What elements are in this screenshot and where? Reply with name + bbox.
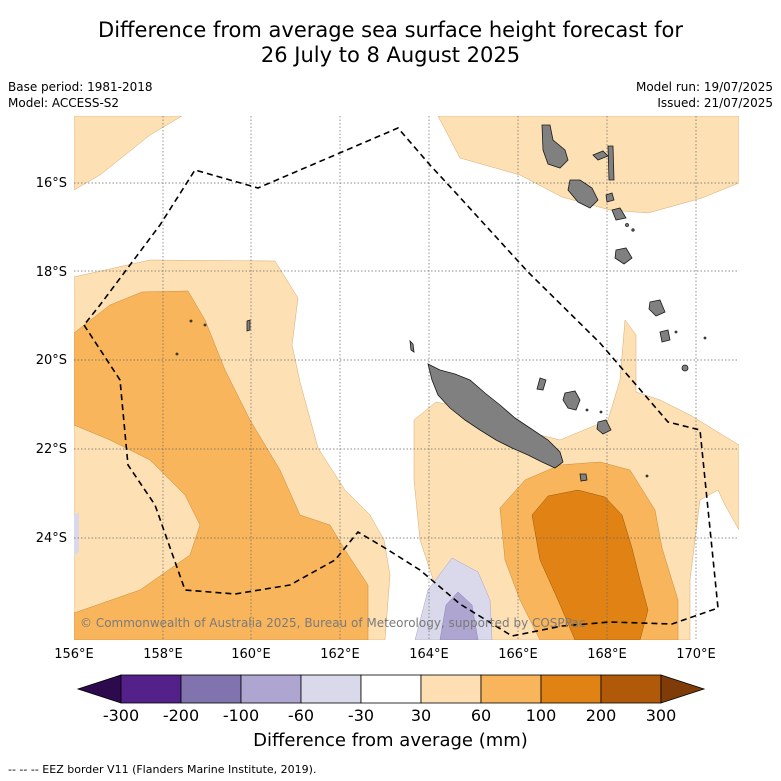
eez-footnote: -- -- -- EEZ border V11 (Flanders Marine…: [8, 763, 317, 776]
colorbar-swatch: [600, 674, 662, 704]
islet-3: [631, 228, 635, 232]
anomaly-mid-orange-west: [74, 290, 369, 640]
anomaly-mid-purple-south: [439, 591, 479, 640]
y-tick: 18°S: [36, 265, 67, 280]
eez-border: [83, 127, 719, 637]
anomaly-light-orange-northeast: [437, 116, 739, 214]
colorbar-label: 100: [525, 706, 557, 725]
islet-8: [175, 352, 179, 356]
colorbar-label: -60: [287, 706, 315, 725]
x-tick: 162°E: [320, 647, 360, 662]
vanuatu-epi: [605, 192, 615, 203]
land-masses: [175, 124, 707, 482]
colorbar-label: 300: [645, 706, 677, 725]
vanuatu-tanna: [648, 299, 666, 317]
colorbar-swatch: [300, 674, 362, 704]
x-tick: 166°E: [498, 647, 538, 662]
islet-1: [681, 364, 689, 372]
base-period: Base period: 1981-2018: [8, 80, 153, 94]
colorbar-label: -200: [162, 706, 200, 725]
colorbar-extend-min: [76, 674, 122, 704]
x-tick: 156°E: [54, 647, 94, 662]
colorbar-label: 60: [470, 706, 492, 725]
new-caledonia-main-island: [427, 363, 564, 469]
colorbar-label: 200: [585, 706, 617, 725]
meta-right: Model run: 19/07/2025 Issued: 21/07/2025: [636, 79, 773, 111]
islet-7: [203, 323, 207, 327]
anomaly-dark-orange-southeast: [531, 489, 649, 640]
colorbar-swatch: [120, 674, 182, 704]
title-line-2: 26 July to 8 August 2025: [260, 43, 521, 67]
x-axis-ticks: 156°E 158°E 160°E 162°E 164°E 166°E 168°…: [54, 647, 716, 662]
y-tick: 20°S: [36, 353, 67, 368]
loyalty-island-1: [562, 390, 581, 411]
belep-island: [409, 339, 415, 353]
colorbar-extend-max: [660, 674, 706, 704]
x-tick: 158°E: [143, 647, 183, 662]
map-area: © Commonwealth of Australia 2025, Bureau…: [74, 116, 739, 640]
model-run: Model run: 19/07/2025: [635, 80, 773, 94]
loyalty-island-3: [536, 377, 547, 391]
issued-date: Issued: 21/07/2025: [657, 96, 773, 110]
colorbar-label: -300: [102, 706, 140, 725]
title-line-1: Difference from average sea surface heig…: [98, 18, 683, 42]
colorbar-label: -30: [347, 706, 375, 725]
anomaly-light-purple-west-edge: [74, 512, 79, 556]
vanuatu-aneityum: [659, 329, 671, 343]
y-tick: 16°S: [36, 176, 67, 191]
vanuatu-malekula: [567, 179, 599, 209]
colorbar-label: 30: [410, 706, 432, 725]
isle-of-pines: [579, 473, 588, 482]
meta-left: Base period: 1981-2018 Model: ACCESS-S2: [8, 79, 153, 111]
colorbar: [76, 674, 706, 704]
anomaly-light-orange-northwest: [74, 116, 183, 191]
colorbar-label: -100: [222, 706, 260, 725]
model-name: Model: ACCESS-S2: [8, 96, 120, 110]
loyalty-island-2: [596, 419, 612, 435]
x-tick: 164°E: [409, 647, 449, 662]
y-tick: 22°S: [36, 442, 67, 457]
x-tick: 170°E: [676, 647, 716, 662]
colorbar-swatch: [180, 674, 242, 704]
x-tick: 168°E: [587, 647, 627, 662]
vanuatu-efate: [611, 207, 627, 221]
colorbar-swatch: [360, 674, 422, 704]
islet-4: [674, 330, 678, 334]
y-axis-ticks: 16°S 18°S 20°S 22°S 24°S: [36, 176, 67, 546]
islet-5: [703, 336, 707, 340]
vanuatu-ambae: [592, 150, 609, 161]
islet-6: [189, 319, 193, 323]
x-tick: 160°E: [231, 647, 271, 662]
colorbar-swatch: [480, 674, 542, 704]
vanuatu-espiritu-santo: [541, 124, 569, 169]
colorbar-title: Difference from average (mm): [253, 730, 528, 751]
colorbar-swatch: [240, 674, 302, 704]
copyright-text: © Commonwealth of Australia 2025, Bureau…: [80, 616, 585, 630]
vanuatu-erromango: [614, 247, 633, 265]
islet-11: [599, 410, 603, 414]
chesterfield-islet: [246, 319, 251, 332]
islet-10: [585, 408, 589, 412]
islet-9: [645, 474, 649, 478]
gridlines: [74, 116, 739, 640]
islet-2: [625, 223, 629, 227]
colorbar-swatch: [540, 674, 602, 704]
colorbar-swatch: [420, 674, 482, 704]
y-tick: 24°S: [36, 531, 67, 546]
chart-title: Difference from average sea surface heig…: [0, 18, 781, 68]
vanuatu-pentecost: [607, 145, 615, 181]
